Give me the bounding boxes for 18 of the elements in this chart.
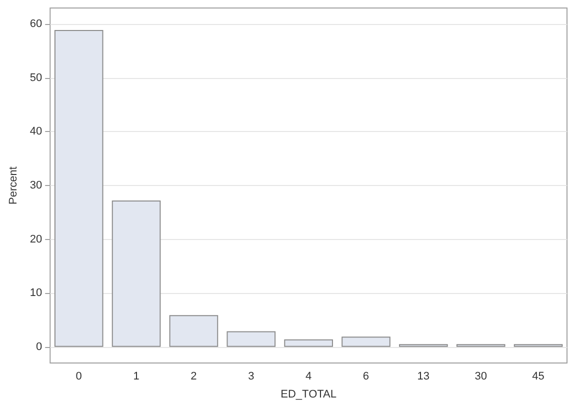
y-tick-label: 30 — [30, 180, 42, 192]
x-tick-label: 1 — [133, 370, 140, 382]
x-axis-title: ED_TOTAL — [280, 388, 336, 400]
y-tick-label: 0 — [36, 340, 42, 353]
y-tick-label: 20 — [30, 233, 42, 246]
y-tick-label: 60 — [30, 18, 42, 30]
x-tick-label: 30 — [474, 370, 487, 382]
x-tick-label: 4 — [306, 370, 312, 382]
y-tick-label: 10 — [30, 287, 42, 300]
y-axis-title: Percent — [8, 166, 20, 204]
x-tick-label: 6 — [362, 370, 370, 382]
x-tick-label: 45 — [532, 370, 544, 382]
x-tick-label: 13 — [417, 370, 430, 382]
y-tick-label: 50 — [30, 72, 42, 84]
x-tick-label: 2 — [190, 370, 197, 382]
y-tick-label: 40 — [30, 126, 42, 138]
x-tick-label: 0 — [76, 370, 82, 382]
x-tick-label: 3 — [248, 370, 254, 382]
